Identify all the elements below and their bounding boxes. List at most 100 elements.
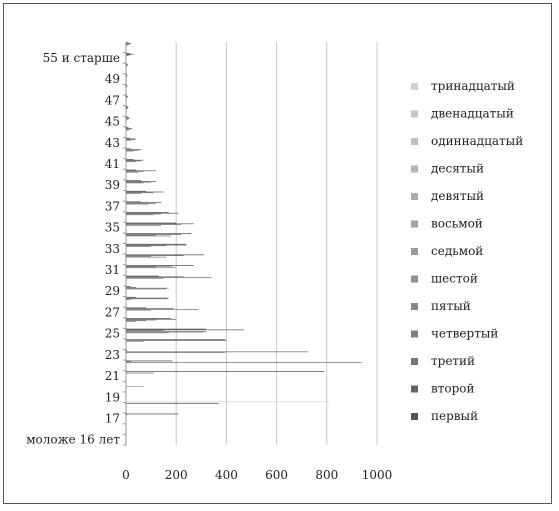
bar-седьмой [126, 386, 144, 388]
bar-третий [126, 54, 132, 56]
bar-второй [126, 85, 128, 87]
bar-второй [126, 43, 132, 44]
bar-третий [126, 96, 128, 98]
bar-первый [126, 222, 177, 224]
x-tick-label: 600 [265, 468, 288, 482]
bar-третий [126, 149, 139, 151]
bar-первый [126, 63, 128, 65]
legend-label: десятый [431, 162, 484, 176]
legend-swatch [411, 303, 418, 310]
category-label: моложе 16 лет [26, 433, 120, 447]
category-label: 43 [105, 136, 120, 150]
bar-первый [126, 190, 147, 192]
bar-первый [126, 434, 127, 436]
category-label: 21 [105, 369, 120, 383]
bar-четвертый [126, 65, 128, 67]
bar-четвертый [126, 193, 142, 194]
bar-первый [126, 159, 134, 160]
bar-второй [126, 223, 194, 225]
bar-пятый [126, 321, 137, 322]
bar-первый [126, 243, 187, 245]
bar-второй [126, 138, 137, 140]
category-label: 33 [105, 242, 120, 256]
bar-пятый [126, 331, 204, 333]
bar-второй [126, 276, 184, 278]
x-tick-label: 800 [315, 468, 338, 482]
bar-четвертый [126, 256, 167, 258]
bar-второй [126, 414, 128, 416]
legend-swatch [411, 193, 418, 200]
category-label: 31 [105, 263, 120, 277]
bar-второй [126, 127, 133, 129]
bar-четвертый [126, 140, 132, 141]
legend-label: девятый [431, 189, 484, 203]
bar-первый [126, 106, 128, 107]
bar-четвертый [126, 44, 129, 46]
bar-второй [126, 265, 173, 267]
x-tick-label: 200 [165, 468, 188, 482]
bar-первый [126, 296, 137, 298]
bar-третий [126, 362, 362, 363]
category-label: 29 [105, 284, 120, 298]
bar-четвертый [126, 352, 226, 353]
bar-второй [126, 244, 187, 246]
x-tick-label: 0 [122, 468, 130, 482]
category-label: 49 [105, 72, 120, 86]
legend-label: второй [431, 382, 475, 396]
bar-третий [126, 255, 152, 257]
bar-четвертый [126, 224, 162, 226]
bar-второй [126, 318, 177, 320]
bar-четвертый [126, 97, 128, 99]
bar-четвертый [126, 108, 128, 110]
bar-первый [126, 116, 129, 118]
bar-второй [126, 149, 142, 150]
bar-шестой [126, 332, 169, 334]
bar-третий [126, 330, 164, 331]
bar-первый [126, 402, 219, 404]
bar-четвертый [126, 235, 172, 237]
legend-label: четвертый [431, 327, 498, 341]
bar-второй [126, 361, 132, 363]
bar-второй [126, 287, 137, 288]
bar-четвертый [126, 320, 147, 322]
legend-label: седьмой [431, 244, 483, 258]
bar-четвертый [126, 129, 130, 131]
bar-четвертый [126, 246, 152, 247]
x-tick-label: 400 [215, 468, 238, 482]
bar-первый [126, 233, 192, 235]
bar-третий [126, 266, 157, 268]
bar-первый [126, 339, 226, 341]
bar-второй [126, 297, 169, 299]
bar-четвертый [126, 182, 144, 184]
legend-swatch [411, 248, 418, 255]
bar-третий [126, 277, 212, 278]
bar-третий [126, 340, 144, 342]
legend-swatch [411, 138, 418, 145]
bar-второй [126, 159, 144, 161]
bar-третий [126, 319, 157, 321]
bar-второй [126, 191, 164, 193]
category-label: 37 [105, 199, 120, 213]
bar-второй [126, 255, 184, 256]
bar-первый [126, 84, 127, 86]
bar-третий [126, 298, 168, 300]
legend-swatch [411, 110, 418, 118]
legend-swatch [411, 385, 418, 393]
bar-второй [126, 202, 162, 203]
category-label: 45 [105, 115, 120, 129]
bar-четвертый [126, 415, 127, 417]
bar-четвертый [126, 55, 129, 57]
bar-второй [126, 329, 244, 331]
bar-четвертый [126, 299, 132, 300]
bar-третий [126, 65, 128, 66]
legend-label: третий [431, 354, 475, 368]
bar-второй [126, 74, 128, 76]
legend-swatch [411, 165, 418, 173]
bar-первый [126, 318, 172, 319]
legend-swatch [411, 275, 418, 283]
bar-пятый [126, 416, 127, 418]
bar-третий [126, 171, 144, 172]
bar-четвертый [126, 330, 207, 332]
bar-четвертый [126, 288, 167, 290]
bar-третий [126, 309, 199, 310]
